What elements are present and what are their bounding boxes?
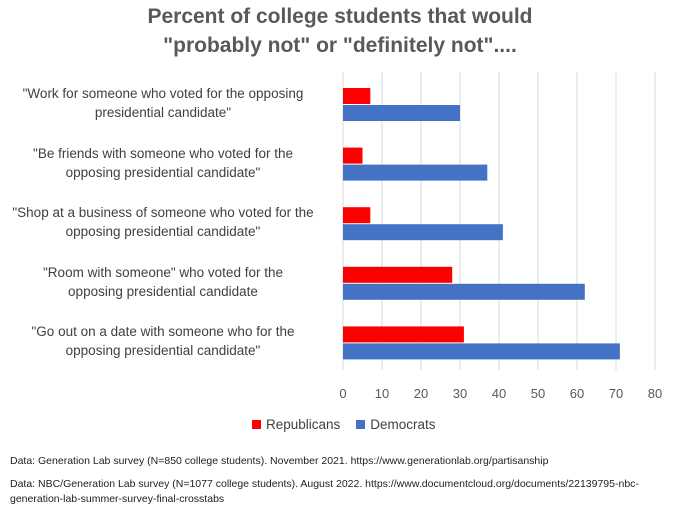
category-label-line: "Be friends with someone who voted for t… xyxy=(33,145,293,161)
bar-democrats-1 xyxy=(343,105,460,121)
x-tick-label: 20 xyxy=(414,386,428,401)
bar-republicans-3 xyxy=(343,207,371,224)
category-label-line: "Work for someone who voted for the oppo… xyxy=(22,86,304,101)
chart-title: Percent of college students that would "… xyxy=(0,2,680,60)
x-axis-ticks: 0 10 20 30 40 50 60 70 80 xyxy=(339,386,662,401)
category-label-line: "Room with someone" who voted for the xyxy=(43,264,283,280)
category-label-2: "Be friends with someone who voted for t… xyxy=(0,144,328,182)
bar-republicans-1 xyxy=(343,88,371,104)
legend-swatch-democrats xyxy=(356,420,366,429)
legend-item-republicans: Republicans xyxy=(252,417,340,432)
category-label-line: opposing presidential candidate" xyxy=(65,343,261,359)
category-label-line: opposing presidential candidate" xyxy=(65,224,261,240)
gridlines xyxy=(342,72,656,370)
x-tick-label: 30 xyxy=(453,386,467,401)
bar-democrats-2 xyxy=(343,164,488,181)
legend: Republicans Democrats xyxy=(252,417,452,432)
x-tick-label: 60 xyxy=(570,386,584,401)
legend-label-democrats: Democrats xyxy=(370,417,436,432)
category-label-line: "Go out on a date with someone who for t… xyxy=(31,324,295,340)
category-label-line: "Shop at a business of someone who voted… xyxy=(12,205,314,221)
x-tick-label: 50 xyxy=(531,386,545,401)
bar-democrats-4 xyxy=(343,283,585,300)
category-label-1: "Work for someone who voted for the oppo… xyxy=(0,84,328,122)
x-tick-label: 0 xyxy=(339,386,346,401)
bars xyxy=(343,88,620,360)
x-tick-label: 70 xyxy=(609,386,623,401)
bar-democrats-3 xyxy=(343,224,503,241)
x-tick-label: 80 xyxy=(648,386,662,401)
chart-title-line2: "probably not" or "definitely not".... xyxy=(163,34,517,57)
category-label-line: presidential candidate" xyxy=(94,105,232,120)
chart-title-line1: Percent of college students that would xyxy=(147,5,533,28)
category-label-3: "Shop at a business of someone who voted… xyxy=(0,203,328,241)
legend-label-republicans: Republicans xyxy=(266,417,341,432)
bar-republicans-4 xyxy=(343,266,453,283)
x-tick-label: 40 xyxy=(492,386,506,401)
bar-republicans-2 xyxy=(343,147,363,164)
category-label-4: "Room with someone" who voted for the opp… xyxy=(0,263,328,301)
category-label-line: opposing presidential candidate xyxy=(68,283,258,299)
source-notes: Data: Generation Lab survey (N=850 colle… xyxy=(10,454,675,515)
legend-item-democrats: Democrats xyxy=(356,417,436,432)
category-label-line: opposing presidential candidate" xyxy=(65,164,261,180)
bar-republicans-5 xyxy=(343,326,464,343)
category-label-5: "Go out on a date with someone who for t… xyxy=(0,322,328,360)
bar-democrats-5 xyxy=(343,343,620,360)
legend-swatch-republicans xyxy=(252,420,261,429)
source-note-2: Data: NBC/Generation Lab survey (N=1077 … xyxy=(10,478,639,505)
source-note-1: Data: Generation Lab survey (N=850 colle… xyxy=(10,455,549,467)
x-tick-label: 10 xyxy=(375,386,389,401)
